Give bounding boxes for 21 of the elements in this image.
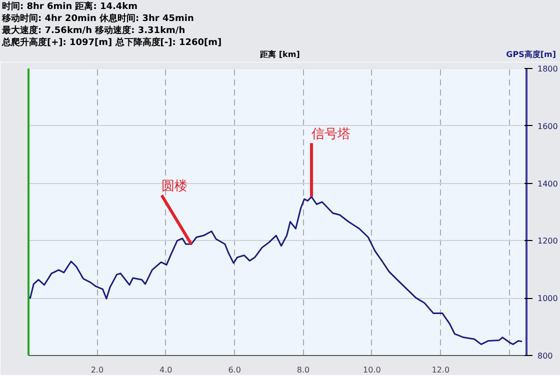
text: 时间: 8hr 6min 距离: 14.4km — [2, 1, 139, 13]
annotation: 信号塔 — [312, 126, 350, 142]
text: 移动时间: 4hr 20min 休息时间: 3hr 45min — [2, 13, 195, 25]
annotation: 圆楼 — [161, 179, 188, 194]
text: 总爬升高度[+]: 1097[m] 总下降高度[-]: 1260[m] — [2, 37, 222, 49]
x-axis-title: 距离 [km] — [260, 50, 300, 59]
y-tick-label: 1200 — [538, 236, 558, 246]
y-tick-label: 800 — [538, 352, 553, 360]
x-tick-label: 8.0 — [296, 366, 310, 374]
text: 最大速度: 7.56km/h 移动速度: 3.31km/h — [2, 25, 186, 37]
x-tick-label: 10.0 — [363, 366, 381, 374]
y-tick-label: 1600 — [538, 122, 558, 131]
y-axis-title: GPS高度[m] — [506, 49, 556, 61]
x-tick-label: 6.0 — [228, 366, 241, 374]
y-tick-label: 1000 — [538, 294, 558, 304]
line-series — [28, 196, 523, 346]
y-tick-label: 1800 — [538, 64, 558, 74]
x-tick-label: 12.0 — [432, 366, 450, 374]
y-tick-label: 1400 — [538, 179, 558, 188]
x-tick-label: 2.0 — [90, 366, 104, 374]
x-tick-label: 4.0 — [160, 366, 172, 374]
